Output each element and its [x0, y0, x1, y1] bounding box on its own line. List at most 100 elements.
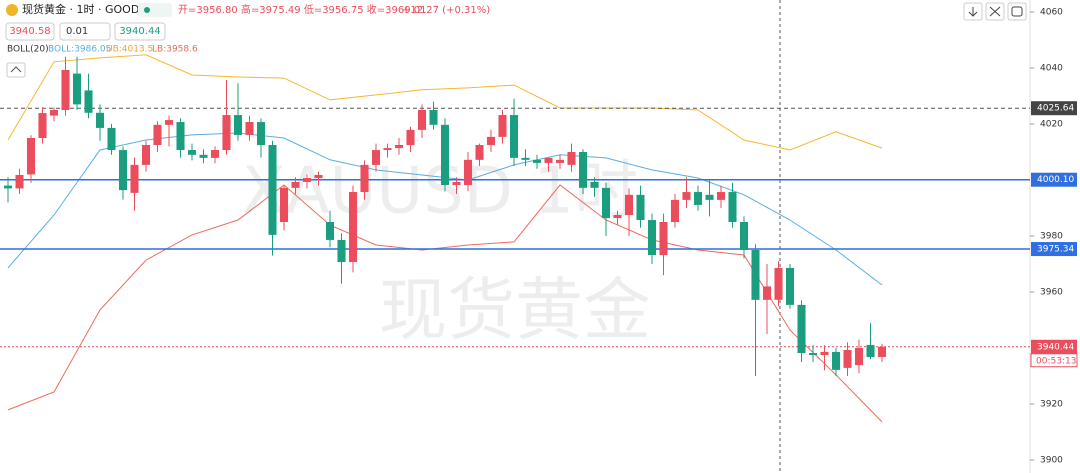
candle-body	[15, 174, 24, 189]
candle-body	[762, 286, 772, 300]
ohlc: 开=3956.80 高=3975.49 低=3956.75 收=3969.01	[178, 3, 426, 16]
candle-body	[659, 222, 668, 256]
change: +12.27 (+0.31%)	[402, 5, 490, 16]
candle-body	[843, 349, 852, 368]
candle-body	[509, 115, 519, 158]
candle-body	[797, 304, 806, 354]
candle-body	[452, 181, 461, 186]
collapse-icon	[10, 66, 22, 73]
candle-body	[693, 192, 703, 205]
qty-box[interactable]	[59, 22, 111, 41]
indicator-name: BOLL(20)	[7, 45, 49, 55]
candle-body	[3, 185, 13, 189]
sell-price: 3940.58	[9, 26, 50, 37]
indicator-mid: BOLL:3986.05	[48, 45, 111, 55]
candle-body	[613, 215, 622, 219]
candle-body	[498, 115, 507, 137]
candle-body	[567, 152, 576, 165]
candle-body	[49, 110, 59, 116]
candle-body	[820, 351, 829, 355]
sell-box[interactable]	[5, 22, 55, 41]
candle-body	[624, 194, 634, 215]
band-line	[7, 54, 883, 151]
y-tick-label: 3920	[1040, 400, 1063, 410]
candle-body	[153, 124, 162, 145]
candle-body	[751, 250, 760, 300]
candle-body	[877, 346, 887, 357]
fullscreen-icon	[989, 6, 1001, 17]
candle-body	[521, 157, 530, 160]
candle-body	[429, 110, 438, 125]
candle-body	[107, 127, 116, 151]
candle-body	[245, 122, 254, 135]
candle-body	[831, 351, 841, 370]
refresh-button[interactable]	[1007, 2, 1027, 21]
candle-body	[728, 192, 737, 222]
y-tick-label: 4040	[1040, 64, 1063, 74]
candle-body	[279, 187, 289, 222]
candle-body	[222, 115, 231, 151]
candle-body	[705, 194, 714, 200]
candle-body	[314, 174, 323, 179]
candle-body	[302, 178, 312, 182]
down-icon	[968, 7, 978, 17]
candle-body	[866, 344, 875, 357]
candle-body	[394, 145, 404, 149]
candle-body	[291, 181, 300, 188]
y-tick-label: 3980	[1040, 232, 1063, 242]
candle-body	[808, 353, 818, 355]
candle-body	[187, 150, 197, 155]
candle-body	[486, 136, 496, 145]
price-tag	[1031, 101, 1077, 116]
plot	[0, 54, 1030, 423]
candle-body	[348, 192, 358, 263]
price-tag	[1031, 242, 1077, 257]
candle-body	[578, 152, 588, 188]
y-tick-label: 3960	[1040, 288, 1063, 298]
candle-body	[532, 159, 542, 163]
candle-body	[95, 112, 105, 128]
symbol: 现货黄金 · 1时 · GOODS	[22, 2, 146, 16]
candle-body	[475, 145, 484, 160]
price-tag-label: 4000.10	[1037, 175, 1074, 185]
candle-body	[61, 69, 70, 110]
indicator-upper: UB:4013.5	[106, 45, 153, 55]
candle-body	[360, 164, 369, 193]
candle-body	[716, 192, 726, 200]
candle-body	[325, 222, 335, 240]
y-tick-label: 4020	[1040, 120, 1063, 130]
countdown-tag	[1030, 353, 1078, 368]
collapse-button[interactable]	[6, 62, 26, 78]
candle-body	[590, 181, 599, 188]
candle-body	[210, 150, 220, 158]
candle-body	[785, 267, 795, 305]
candle-body	[463, 159, 473, 186]
price-tag-label: 3975.34	[1037, 245, 1074, 255]
refresh-icon	[1011, 6, 1023, 17]
candle-body	[670, 199, 680, 222]
candle-body	[256, 122, 266, 145]
buy-box[interactable]	[114, 22, 166, 41]
candle-body	[84, 90, 93, 113]
candle-body	[417, 110, 427, 130]
price-tag-label: 4025.64	[1037, 104, 1074, 114]
y-tick-label: 3900	[1040, 456, 1063, 466]
candle-body	[601, 187, 611, 219]
price-tag	[1031, 172, 1077, 187]
buy-price: 3940.44	[119, 26, 160, 37]
watermark: 现货黄金	[379, 272, 651, 351]
candle-body	[118, 150, 128, 191]
candle-body	[164, 120, 174, 125]
band-line	[7, 184, 883, 423]
candle-body	[268, 145, 277, 235]
candle-body	[636, 194, 645, 221]
candle-body	[337, 239, 346, 263]
candle-body	[682, 192, 691, 200]
qty: 0.01	[66, 26, 88, 37]
candle-body	[72, 73, 82, 105]
status-dot	[144, 7, 150, 13]
candle-body	[199, 154, 208, 158]
candle-body	[141, 145, 151, 165]
